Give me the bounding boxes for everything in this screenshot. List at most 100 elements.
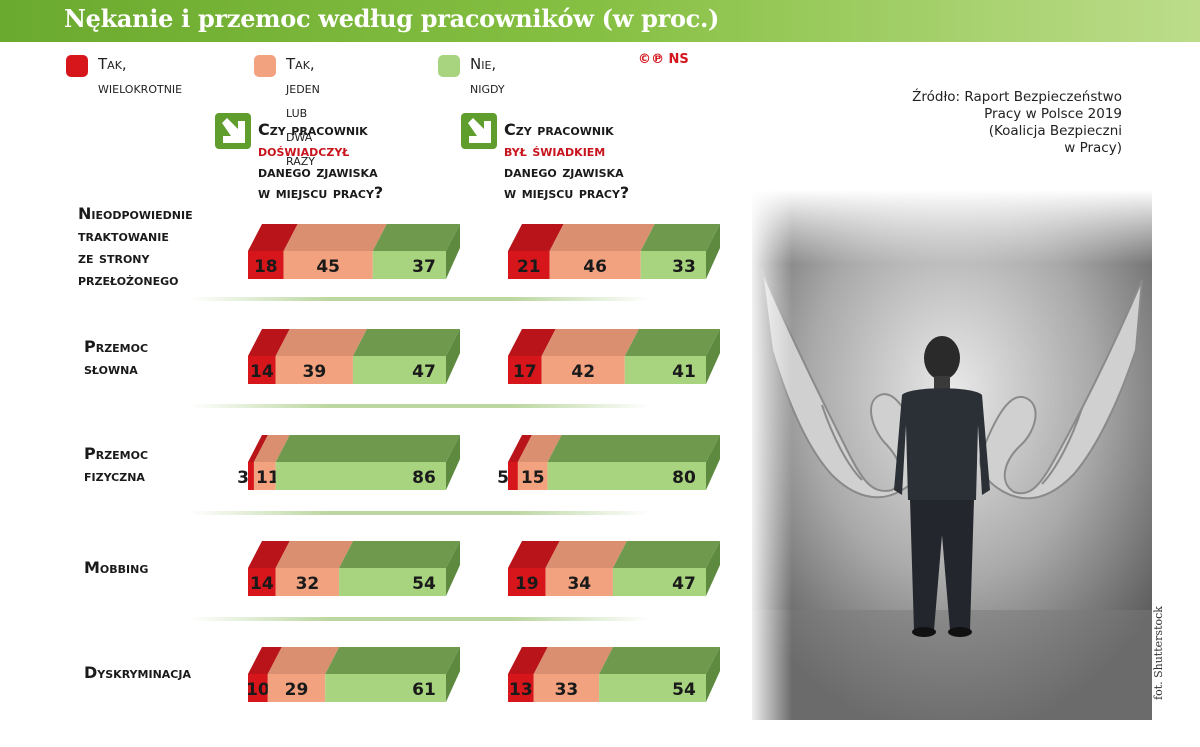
chart-title: Nękanie i przemoc według pracowników (w … — [64, 4, 720, 33]
bar-witnessed-row0-seg2-value: 33 — [672, 257, 696, 277]
bar-experienced-row3-seg2-value: 54 — [412, 574, 436, 594]
bar-witnessed-row1-seg2 — [624, 356, 706, 384]
bar-witnessed-row1-seg0-value: 17 — [513, 362, 537, 382]
bar-witnessed-row4-seg1-value: 33 — [555, 680, 579, 700]
bar-experienced-row4-seg0-top — [248, 647, 282, 674]
bar-experienced-row1-seg1-value: 39 — [302, 362, 326, 382]
bar-witnessed-row1-seg0 — [508, 356, 542, 384]
legend-swatch-once-or-twice — [254, 55, 276, 77]
bar-experienced-row3-seg1-value: 32 — [296, 574, 320, 594]
category-label-physical-violence: Przemoc fizyczna — [84, 444, 149, 485]
bar-witnessed-row3-seg0-top — [508, 541, 560, 568]
row-divider — [190, 404, 650, 408]
bar-experienced-row2-seg2-top — [275, 435, 460, 462]
bar-side-face — [446, 329, 460, 384]
bar-witnessed-row3-seg1-value: 34 — [567, 574, 591, 594]
bar-witnessed-row1-seg1-top — [541, 329, 639, 356]
bar-side-face — [446, 435, 460, 490]
bar-experienced-row2-seg2-value: 86 — [412, 468, 436, 488]
question-experienced: Czy pracownik doświadczył danego zjawisk… — [258, 119, 383, 203]
category-label-verbal-violence: Przemoc słowna — [84, 337, 149, 378]
bar-witnessed-row0-seg1-top — [549, 224, 655, 251]
bar-experienced-row2-seg0 — [248, 462, 254, 490]
bar-witnessed-row4-seg0 — [508, 674, 534, 702]
bar-side-face — [446, 647, 460, 702]
legend-swatch-never — [438, 55, 460, 77]
bar-experienced-row4-seg1-value: 29 — [285, 680, 309, 700]
title-banner: Nękanie i przemoc według pracowników (w … — [0, 0, 1200, 42]
bar-experienced-row2-seg0-value: 3 — [237, 468, 249, 488]
bar-witnessed-row4-seg2-value: 54 — [672, 680, 696, 700]
question-witnessed: Czy pracownik był świadkiem danego zjawi… — [504, 119, 629, 203]
bar-experienced-row0-seg2 — [372, 251, 446, 279]
question-witnessed-line4: w miejscu pracy? — [504, 183, 630, 202]
bar-experienced-row2-seg1-top — [253, 435, 290, 462]
bar-experienced-row4-seg1 — [267, 674, 326, 702]
legend-label-once-or-twice: Tak, jeden lub dwa razy — [286, 55, 320, 169]
bar-witnessed-row4-seg0-value: 13 — [509, 680, 533, 700]
question-experienced-line3: danego zjawiska — [258, 162, 378, 181]
bar-witnessed-row2-seg1-value: 15 — [521, 468, 545, 488]
bar-experienced-row3-seg1 — [275, 568, 340, 596]
bar-experienced-row4-seg2-top — [325, 647, 460, 674]
bar-side-face — [446, 541, 460, 596]
bar-witnessed-row2-seg0-top — [508, 435, 532, 462]
question-experienced-line1: Czy pracownik — [258, 120, 368, 139]
bar-witnessed-row1-seg1-value: 42 — [571, 362, 595, 382]
question-witnessed-line3: danego zjawiska — [504, 162, 624, 181]
arrow-down-right-icon — [461, 113, 497, 149]
bar-experienced-row4-seg0-value: 10 — [246, 680, 270, 700]
man-with-hands-illustration — [752, 190, 1152, 720]
bar-experienced-row0-seg0 — [248, 251, 284, 279]
bar-side-face — [706, 435, 720, 490]
bar-witnessed-row0-seg0-value: 21 — [517, 257, 541, 277]
bar-witnessed-row2-seg2 — [547, 462, 706, 490]
source-note: Źródło: Raport Bezpieczeństwo Pracy w Po… — [912, 89, 1122, 156]
bar-experienced-row0-seg1-value: 45 — [316, 257, 340, 277]
bar-experienced-row1-seg0-value: 14 — [250, 362, 274, 382]
row-divider — [190, 617, 650, 621]
bar-witnessed-row4-seg0-top — [508, 647, 548, 674]
bar-experienced-row4-seg0 — [248, 674, 268, 702]
bar-experienced-row2-seg1 — [253, 462, 276, 490]
bar-witnessed-row3-seg0 — [508, 568, 546, 596]
bar-side-face — [706, 329, 720, 384]
bar-experienced-row1-seg1-top — [275, 329, 367, 356]
bar-witnessed-row0-seg1 — [549, 251, 641, 279]
bar-witnessed-row1-seg0-top — [508, 329, 556, 356]
bar-witnessed-row4-seg2 — [599, 674, 706, 702]
bar-experienced-row3-seg2-top — [339, 541, 460, 568]
photo-credit: fot. Shutterstock — [1152, 606, 1165, 700]
bar-witnessed-row2-seg0 — [508, 462, 518, 490]
bar-side-face — [706, 647, 720, 702]
legend-swatch-many-times — [66, 55, 88, 77]
bar-witnessed-row1-seg1 — [541, 356, 625, 384]
bar-witnessed-row4-seg1-top — [533, 647, 614, 674]
bar-witnessed-row2-seg2-value: 80 — [672, 468, 696, 488]
bar-witnessed-row0-seg0-top — [508, 224, 564, 251]
bar-witnessed-row4-seg2-top — [599, 647, 720, 674]
row-divider — [190, 297, 650, 301]
bar-witnessed-row2-seg2-top — [547, 435, 720, 462]
bar-experienced-row1-seg2-value: 47 — [412, 362, 436, 382]
photo-man-facing-wall — [752, 190, 1152, 720]
arrow-down-right-icon — [215, 113, 251, 149]
bar-experienced-row3-seg0-value: 14 — [250, 574, 274, 594]
bar-experienced-row3-seg0-top — [248, 541, 290, 568]
bar-experienced-row1-seg2-top — [352, 329, 460, 356]
question-witnessed-line1: Czy pracownik — [504, 120, 614, 139]
category-label-discrimination: Dyskryminacja — [84, 663, 191, 682]
bar-experienced-row1-seg0 — [248, 356, 276, 384]
bar-witnessed-row3-seg1-top — [545, 541, 627, 568]
bar-experienced-row4-seg1-top — [267, 647, 340, 674]
bar-experienced-row2-seg0-top — [248, 435, 268, 462]
bar-side-face — [446, 224, 460, 279]
question-experienced-highlight: doświadczył — [258, 141, 350, 160]
bar-witnessed-row2-seg1 — [517, 462, 548, 490]
copyright-mark: ©℗ NS — [638, 52, 689, 67]
bar-witnessed-row0-seg1-value: 46 — [583, 257, 607, 277]
bar-witnessed-row3-seg0-value: 19 — [515, 574, 539, 594]
bar-witnessed-row2-seg1-top — [517, 435, 562, 462]
bar-experienced-row0-seg0-value: 18 — [254, 257, 278, 277]
bar-witnessed-row2-seg0-value: 5 — [497, 468, 509, 488]
